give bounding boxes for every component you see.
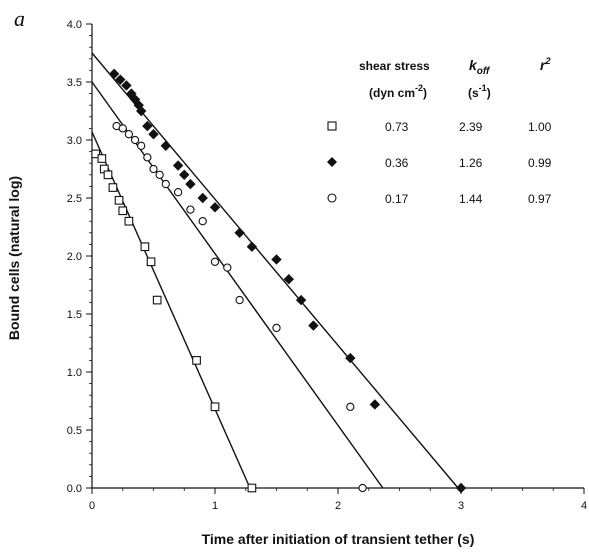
point-circle-1 <box>118 124 127 133</box>
legend-marker-open-square <box>327 121 337 131</box>
point-circle-3 <box>130 135 140 145</box>
point-circle-11 <box>198 217 207 226</box>
y-tick-label-0: 0.0 <box>67 483 82 495</box>
legend-header-r2: r2 <box>540 56 550 73</box>
point-circle-13 <box>223 263 232 272</box>
legend-r2-0: 1.00 <box>528 120 552 134</box>
point-diamond-17 <box>271 254 282 265</box>
point-circle-15 <box>272 323 281 333</box>
point-diamond-1 <box>115 74 126 85</box>
panel-label: a <box>14 6 25 31</box>
y-tick-label-2: 1.0 <box>67 367 82 379</box>
y-tick-label-3: 1.5 <box>67 309 82 321</box>
point-square-3 <box>103 170 113 180</box>
point-diamond-13 <box>197 192 208 204</box>
point-square-0 <box>91 149 101 159</box>
point-circle-4 <box>137 141 146 150</box>
x-tick-label-0: 0 <box>89 500 95 512</box>
legend: shear stress (dyn cm-2) koff (s-1) r2 0.… <box>327 56 552 206</box>
point-circle-8 <box>161 179 170 189</box>
point-square-11 <box>192 356 201 365</box>
legend-marker-open-circle <box>327 193 337 203</box>
fit-lines <box>91 52 459 489</box>
point-diamond-18 <box>283 274 294 285</box>
y-tick-label-1: 0.5 <box>67 425 82 437</box>
point-diamond-7 <box>142 120 153 132</box>
legend-rows: 0.73 2.39 1.00 0.36 1.26 0.99 0.17 1.44 … <box>327 120 552 206</box>
x-tick-label-3: 3 <box>458 500 464 512</box>
point-diamond-0 <box>108 68 120 80</box>
legend-shear-0: 0.73 <box>385 120 409 134</box>
point-square-1 <box>97 154 107 163</box>
point-diamond-14 <box>209 202 221 213</box>
axes: 0.0 0.5 1.0 1.5 2.0 2.5 3.0 3.5 4.0 0 1 2 3 4 <box>67 19 587 512</box>
legend-row-1: 0.36 1.26 0.99 <box>327 156 552 170</box>
point-circle-16 <box>346 402 355 411</box>
point-diamond-2 <box>121 80 132 91</box>
point-circle-9 <box>173 188 183 197</box>
point-diamond-19 <box>295 294 307 306</box>
legend-r2-1: 0.99 <box>528 156 552 170</box>
point-circle-7 <box>155 170 164 179</box>
x-tick-label-2: 2 <box>335 500 341 512</box>
point-diamond-22 <box>369 399 381 410</box>
y-tick-label-6: 3.0 <box>67 135 82 147</box>
legend-koff-1: 1.26 <box>459 156 483 170</box>
y-axis-label: Bound cells (natural log) <box>6 175 22 341</box>
legend-row-0: 0.73 2.39 1.00 <box>327 120 552 134</box>
point-square-9 <box>146 257 156 267</box>
point-diamond-15 <box>234 227 245 238</box>
point-circle-14 <box>235 295 244 305</box>
legend-header-shear-units: (dyn cm-2) <box>369 83 427 100</box>
point-square-5 <box>114 195 124 205</box>
point-diamond-8 <box>148 129 159 140</box>
point-square-13 <box>247 483 257 493</box>
point-square-12 <box>210 402 220 412</box>
legend-koff-2: 1.44 <box>459 192 483 206</box>
point-diamond-11 <box>179 169 190 180</box>
fit-line-0 <box>91 131 251 489</box>
point-diamond-10 <box>172 160 184 171</box>
fit-line-1 <box>91 52 459 489</box>
point-circle-12 <box>210 257 220 266</box>
point-circle-2 <box>124 130 134 139</box>
point-circle-17 <box>358 483 367 493</box>
y-tick-label-7: 3.5 <box>67 77 82 89</box>
point-circle-6 <box>149 164 158 174</box>
legend-row-2: 0.17 1.44 0.97 <box>327 192 552 206</box>
legend-shear-1: 0.36 <box>385 156 409 170</box>
point-diamond-23 <box>455 482 467 494</box>
legend-header-shear-stress: shear stress <box>359 59 430 73</box>
y-tick-label-5: 2.5 <box>67 193 82 205</box>
point-diamond-9 <box>160 140 171 151</box>
point-square-4 <box>108 183 118 192</box>
y-tick-label-4: 2.0 <box>67 251 82 263</box>
y-tick-label-8: 4.0 <box>67 19 82 31</box>
legend-header-koff-units: (s-1) <box>468 83 491 100</box>
legend-koff-0: 2.39 <box>459 120 483 134</box>
point-diamond-21 <box>345 352 356 364</box>
point-diamond-16 <box>246 241 258 252</box>
legend-header-koff: koff <box>469 57 491 77</box>
x-tick-label-4: 4 <box>581 500 587 512</box>
x-tick-label-1: 1 <box>212 500 218 512</box>
point-diamond-6 <box>136 105 147 117</box>
point-square-7 <box>124 216 134 226</box>
point-diamond-12 <box>185 178 196 190</box>
legend-marker-filled-diamond <box>327 157 337 167</box>
point-square-6 <box>118 206 128 216</box>
legend-r2-2: 0.97 <box>528 192 552 206</box>
point-circle-10 <box>186 205 195 214</box>
point-square-10 <box>152 295 162 305</box>
point-square-8 <box>140 242 150 252</box>
x-axis-label: Time after initiation of transient tethe… <box>201 531 475 547</box>
legend-shear-2: 0.17 <box>385 192 409 206</box>
point-circle-5 <box>143 153 152 162</box>
data-points <box>91 68 467 494</box>
point-diamond-20 <box>308 320 319 331</box>
